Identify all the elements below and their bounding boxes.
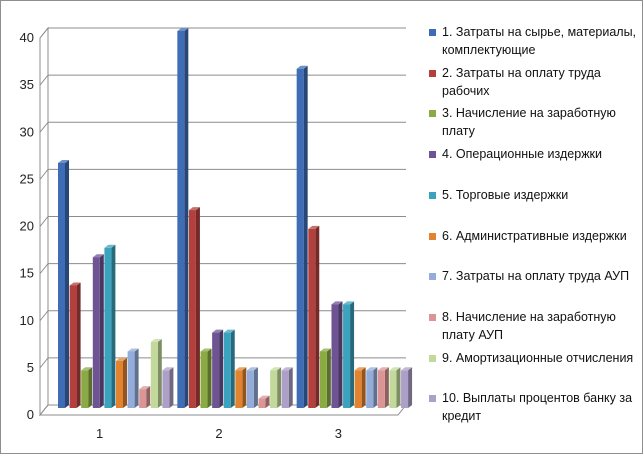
legend-label: 4. Операционные издержки <box>442 147 603 162</box>
legend-label: 2. Затраты на оплату труда рабочих <box>442 65 601 98</box>
gridline-depth <box>39 216 49 227</box>
gridline-depth <box>39 169 49 180</box>
bar-1-8 <box>139 386 151 408</box>
legend-item: 9. Амортизационные отчисления <box>429 349 641 367</box>
gridline-depth <box>39 357 49 369</box>
bar-1-2 <box>69 282 81 408</box>
gridline-depth <box>39 310 49 322</box>
legend-swatch <box>429 29 436 36</box>
legend-swatch <box>429 232 436 240</box>
bar-2-4 <box>212 329 224 408</box>
legend-label: 1. Затраты на сырье, материалы, комплект… <box>442 25 637 57</box>
y-tick-label: 0 <box>27 407 34 422</box>
bar-1-6 <box>116 357 127 408</box>
legend-label: 3. Начисление на заработную плату <box>442 106 616 139</box>
legend: 1. Затраты на сырье, материалы, комплект… <box>429 23 641 433</box>
legend-item: 2. Затраты на оплату труда рабочих <box>429 64 641 100</box>
bar-2-10 <box>281 367 293 408</box>
legend-item: 6. Административные издержки <box>429 227 641 245</box>
gridline-depth <box>39 27 49 39</box>
bar-1-10 <box>162 367 174 408</box>
y-tick-label: 5 <box>27 360 34 375</box>
bar-2-2 <box>188 207 200 408</box>
bar-1-3 <box>81 367 93 408</box>
bar-3-2 <box>308 225 320 408</box>
x-tick-label: 2 <box>215 426 222 441</box>
legend-item: 5. Торговые издержки <box>429 186 641 204</box>
legend-swatch <box>429 354 436 362</box>
y-tick-label: 35 <box>20 77 34 92</box>
bar-3-3 <box>319 348 331 408</box>
bar-3-9 <box>389 367 401 408</box>
legend-swatch <box>429 69 436 77</box>
bar-1-4 <box>92 254 104 408</box>
legend-swatch <box>429 151 436 159</box>
x-tick-label: 1 <box>96 426 103 441</box>
gridline-depth <box>39 263 49 274</box>
bar-1-1 <box>58 159 69 408</box>
legend-item: 4. Операционные издержки <box>429 145 641 163</box>
gridline-depth <box>39 121 49 133</box>
bar-3-5 <box>343 301 355 408</box>
legend-item: 1. Затраты на сырье, материалы, комплект… <box>429 23 641 59</box>
bar-3-6 <box>354 367 366 408</box>
bar-2-3 <box>200 348 212 408</box>
legend-swatch <box>429 313 436 321</box>
legend-swatch <box>429 395 436 403</box>
gridline-depth <box>39 404 49 416</box>
y-tick-label: 15 <box>20 266 34 281</box>
bar-1-7 <box>127 348 139 408</box>
y-tick-label: 10 <box>20 313 34 328</box>
legend-label: 10. Выплаты процентов банку за кредит <box>442 391 633 424</box>
bar-1-5 <box>104 244 116 408</box>
legend-item: 10. Выплаты процентов банку за кредит <box>429 389 641 425</box>
bar-2-9 <box>270 367 282 408</box>
bar-3-10 <box>401 367 413 408</box>
legend-label: 5. Торговые издержки <box>442 187 569 202</box>
legend-item: 7. Затраты на оплату труда АУП <box>429 267 641 285</box>
legend-label: 9. Амортизационные отчисления <box>442 350 634 365</box>
bar-2-1 <box>177 28 189 408</box>
bar-3-8 <box>377 367 389 408</box>
bar-3-1 <box>296 65 308 408</box>
legend-swatch <box>429 273 436 281</box>
gridline-depth <box>39 74 49 86</box>
bar-3-7 <box>366 367 378 408</box>
legend-item: 8. Начисление на заработную плату АУП <box>429 308 641 344</box>
bar-2-6 <box>235 367 247 408</box>
legend-label: 6. Административные издержки <box>442 228 627 243</box>
bar-2-8 <box>258 395 270 408</box>
legend-swatch <box>429 191 436 199</box>
y-tick-label: 40 <box>20 30 34 45</box>
y-tick-label: 25 <box>20 171 34 186</box>
legend-label: 8. Начисление на заработную плату АУП <box>442 309 616 342</box>
legend-item: 3. Начисление на заработную плату <box>429 104 641 140</box>
bar-3-4 <box>331 301 343 408</box>
y-tick-label: 20 <box>20 219 34 234</box>
bar-1-9 <box>150 339 162 408</box>
legend-swatch <box>429 110 436 118</box>
x-tick-label: 3 <box>335 426 342 441</box>
legend-label: 7. Затраты на оплату труда АУП <box>442 269 630 284</box>
y-tick-label: 30 <box>20 124 34 139</box>
bar-2-7 <box>246 367 258 408</box>
bar-2-5 <box>223 329 235 408</box>
